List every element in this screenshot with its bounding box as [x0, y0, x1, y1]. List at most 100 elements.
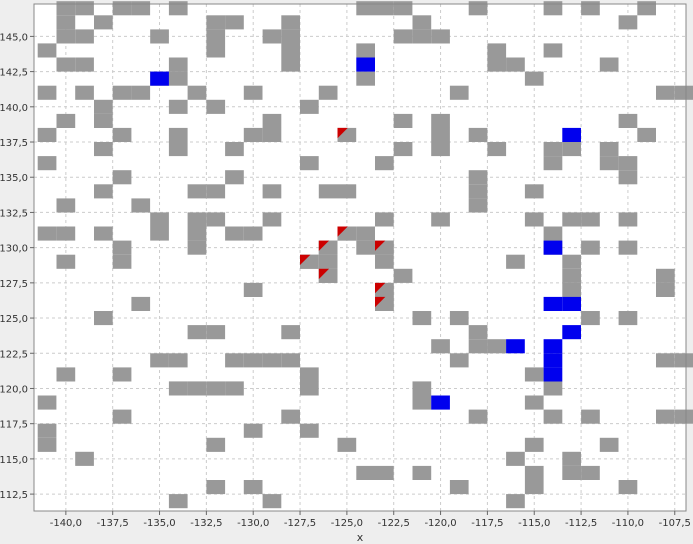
obstacle-cell [543, 409, 563, 424]
y-axis-ticks: 112,5 115,0 117,5 120,0 122,5 125,0 127,5 130,0… [0, 32, 34, 501]
obstacle-cell [225, 170, 244, 185]
obstacle-cell [468, 325, 488, 340]
target-cell [562, 127, 581, 142]
obstacle-cell [656, 85, 675, 100]
obstacle-cell [300, 156, 319, 171]
target-cell [543, 367, 563, 382]
obstacle-cell [412, 381, 432, 396]
obstacle-cell [187, 325, 207, 340]
obstacle-cell [56, 226, 76, 241]
y-tick-label: 137,5 [0, 138, 28, 149]
obstacle-cell [75, 29, 94, 44]
obstacle-cell [187, 240, 207, 255]
obstacle-cell [37, 43, 57, 58]
obstacle-cell [225, 381, 244, 396]
y-tick-label: 112,5 [0, 490, 28, 501]
obstacle-cell [262, 353, 282, 368]
obstacle-cell [187, 226, 207, 241]
obstacle-cell [431, 29, 450, 44]
x-tick-label: -127,5 [284, 518, 316, 529]
obstacle-cell [599, 57, 619, 72]
x-tick-label: -115,0 [518, 518, 550, 529]
obstacle-cell [506, 254, 525, 269]
obstacle-cell [243, 423, 263, 438]
obstacle-cell [112, 409, 132, 424]
obstacle-cell [112, 367, 132, 382]
obstacle-cell [56, 57, 76, 72]
x-tick-label: -140,0 [50, 518, 82, 529]
obstacle-cell [187, 381, 207, 396]
obstacle-cell [562, 268, 581, 283]
obstacle-cell [375, 1, 394, 16]
obstacle-cell [131, 85, 151, 100]
obstacle-cell [581, 1, 600, 16]
obstacle-cell [206, 99, 226, 114]
obstacle-cell [524, 437, 544, 452]
obstacle-cell [112, 127, 132, 142]
obstacle-cell [431, 212, 450, 227]
obstacle-cell [243, 480, 263, 495]
obstacle-cell [94, 113, 113, 128]
obstacle-cell [168, 127, 188, 142]
obstacle-cell [506, 57, 525, 72]
x-axis-ticks: -140,0 -137,5 -135,0 -132,5 -130,0 -127,5 -125… [50, 511, 691, 529]
obstacle-cell [281, 57, 300, 72]
obstacle-cell [562, 212, 581, 227]
obstacle-cell [281, 15, 300, 30]
cell-layer [37, 1, 693, 509]
agent-marker [337, 226, 348, 237]
target-cell [562, 325, 581, 340]
target-cell [356, 57, 375, 72]
obstacle-cell [581, 409, 600, 424]
obstacle-cell [318, 254, 338, 269]
obstacle-cell [187, 85, 207, 100]
obstacle-cell [337, 437, 357, 452]
target-cell [431, 395, 450, 410]
obstacle-cell [431, 127, 450, 142]
obstacle-cell [281, 29, 300, 44]
obstacle-cell [674, 353, 693, 368]
obstacle-cell [75, 451, 94, 466]
obstacle-cell [393, 29, 413, 44]
obstacle-cell [618, 480, 638, 495]
obstacle-cell [375, 212, 394, 227]
obstacle-cell [187, 184, 207, 199]
obstacle-cell [375, 254, 394, 269]
obstacle-cell [112, 1, 132, 16]
obstacle-cell [524, 212, 544, 227]
obstacle-cell [356, 240, 375, 255]
obstacle-cell [206, 15, 226, 30]
obstacle-cell [112, 240, 132, 255]
obstacle-cell [618, 212, 638, 227]
obstacle-cell [168, 57, 188, 72]
obstacle-cell [656, 282, 675, 297]
obstacle-cell [131, 1, 151, 16]
obstacle-cell [412, 29, 432, 44]
obstacle-cell [674, 409, 693, 424]
obstacle-cell [206, 43, 226, 58]
obstacle-cell [618, 15, 638, 30]
obstacle-cell [262, 212, 282, 227]
obstacle-cell [281, 325, 300, 340]
obstacle-cell [206, 480, 226, 495]
obstacle-cell [599, 437, 619, 452]
obstacle-cell [37, 423, 57, 438]
obstacle-cell [112, 254, 132, 269]
x-tick-label: -137,5 [97, 518, 129, 529]
obstacle-cell [487, 142, 507, 157]
x-tick-label: -132,5 [190, 518, 222, 529]
agent-marker [375, 296, 386, 308]
obstacle-cell [599, 156, 619, 171]
obstacle-cell [56, 254, 76, 269]
obstacle-cell [94, 184, 113, 199]
x-tick-label: -117,5 [471, 518, 503, 529]
obstacle-cell [656, 409, 675, 424]
obstacle-cell [300, 423, 319, 438]
obstacle-cell [524, 465, 544, 480]
obstacle-cell [318, 85, 338, 100]
obstacle-cell [187, 212, 207, 227]
obstacle-cell [468, 1, 488, 16]
agent-marker [300, 254, 311, 265]
obstacle-cell [543, 226, 563, 241]
obstacle-cell [562, 465, 581, 480]
